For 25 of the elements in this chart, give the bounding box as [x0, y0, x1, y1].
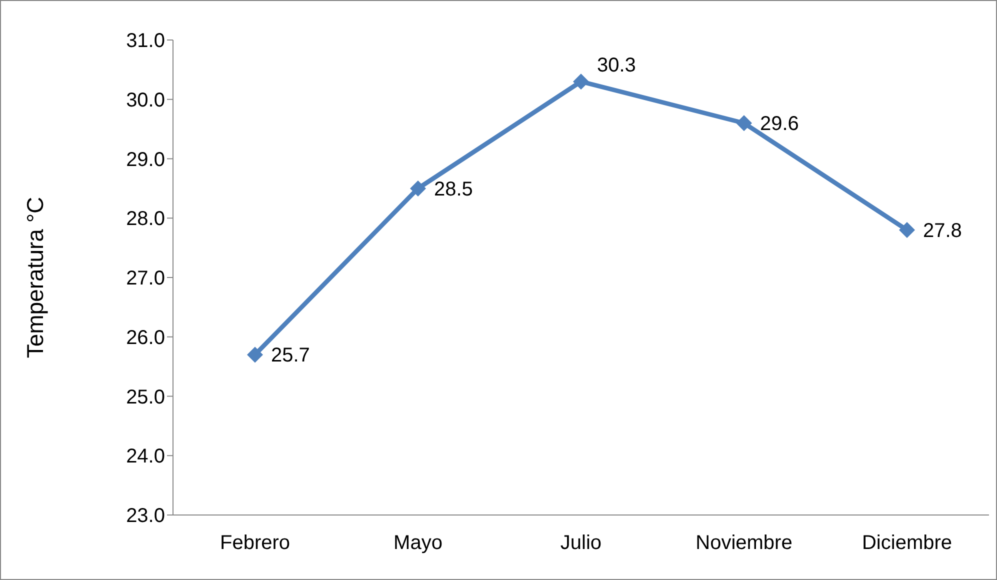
y-tick-label: 23.0: [126, 505, 165, 528]
x-tick-label: Julio: [560, 532, 602, 554]
data-label: 30.3: [597, 54, 636, 77]
y-tick-label: 27.0: [126, 268, 165, 290]
y-tick-label: 28.0: [126, 208, 165, 230]
y-tick-label: 26.0: [126, 326, 165, 349]
point: [410, 180, 426, 196]
x-tick-label: Diciembre: [862, 532, 952, 554]
data-label: 25.7: [271, 344, 310, 367]
point: [573, 74, 589, 90]
y-axis-title: Temperatura °C: [22, 196, 48, 358]
y-tick-label: 30.0: [126, 89, 165, 112]
data-label: 27.8: [923, 220, 962, 242]
x-tick-label: Mayo: [394, 532, 442, 554]
y-tick-label: 29.0: [126, 148, 165, 171]
y-tick-label: 31.0: [126, 30, 165, 52]
x-tick-label: Febrero: [220, 532, 290, 554]
y-tick-label: 24.0: [126, 446, 165, 468]
data-label: 28.5: [434, 178, 473, 200]
y-tick-label: 25.0: [126, 386, 165, 408]
point: [899, 222, 915, 238]
x-tick-label: Noviembre: [696, 532, 792, 554]
data-label: 29.6: [760, 113, 799, 136]
point: [736, 115, 752, 132]
point: [247, 346, 263, 363]
